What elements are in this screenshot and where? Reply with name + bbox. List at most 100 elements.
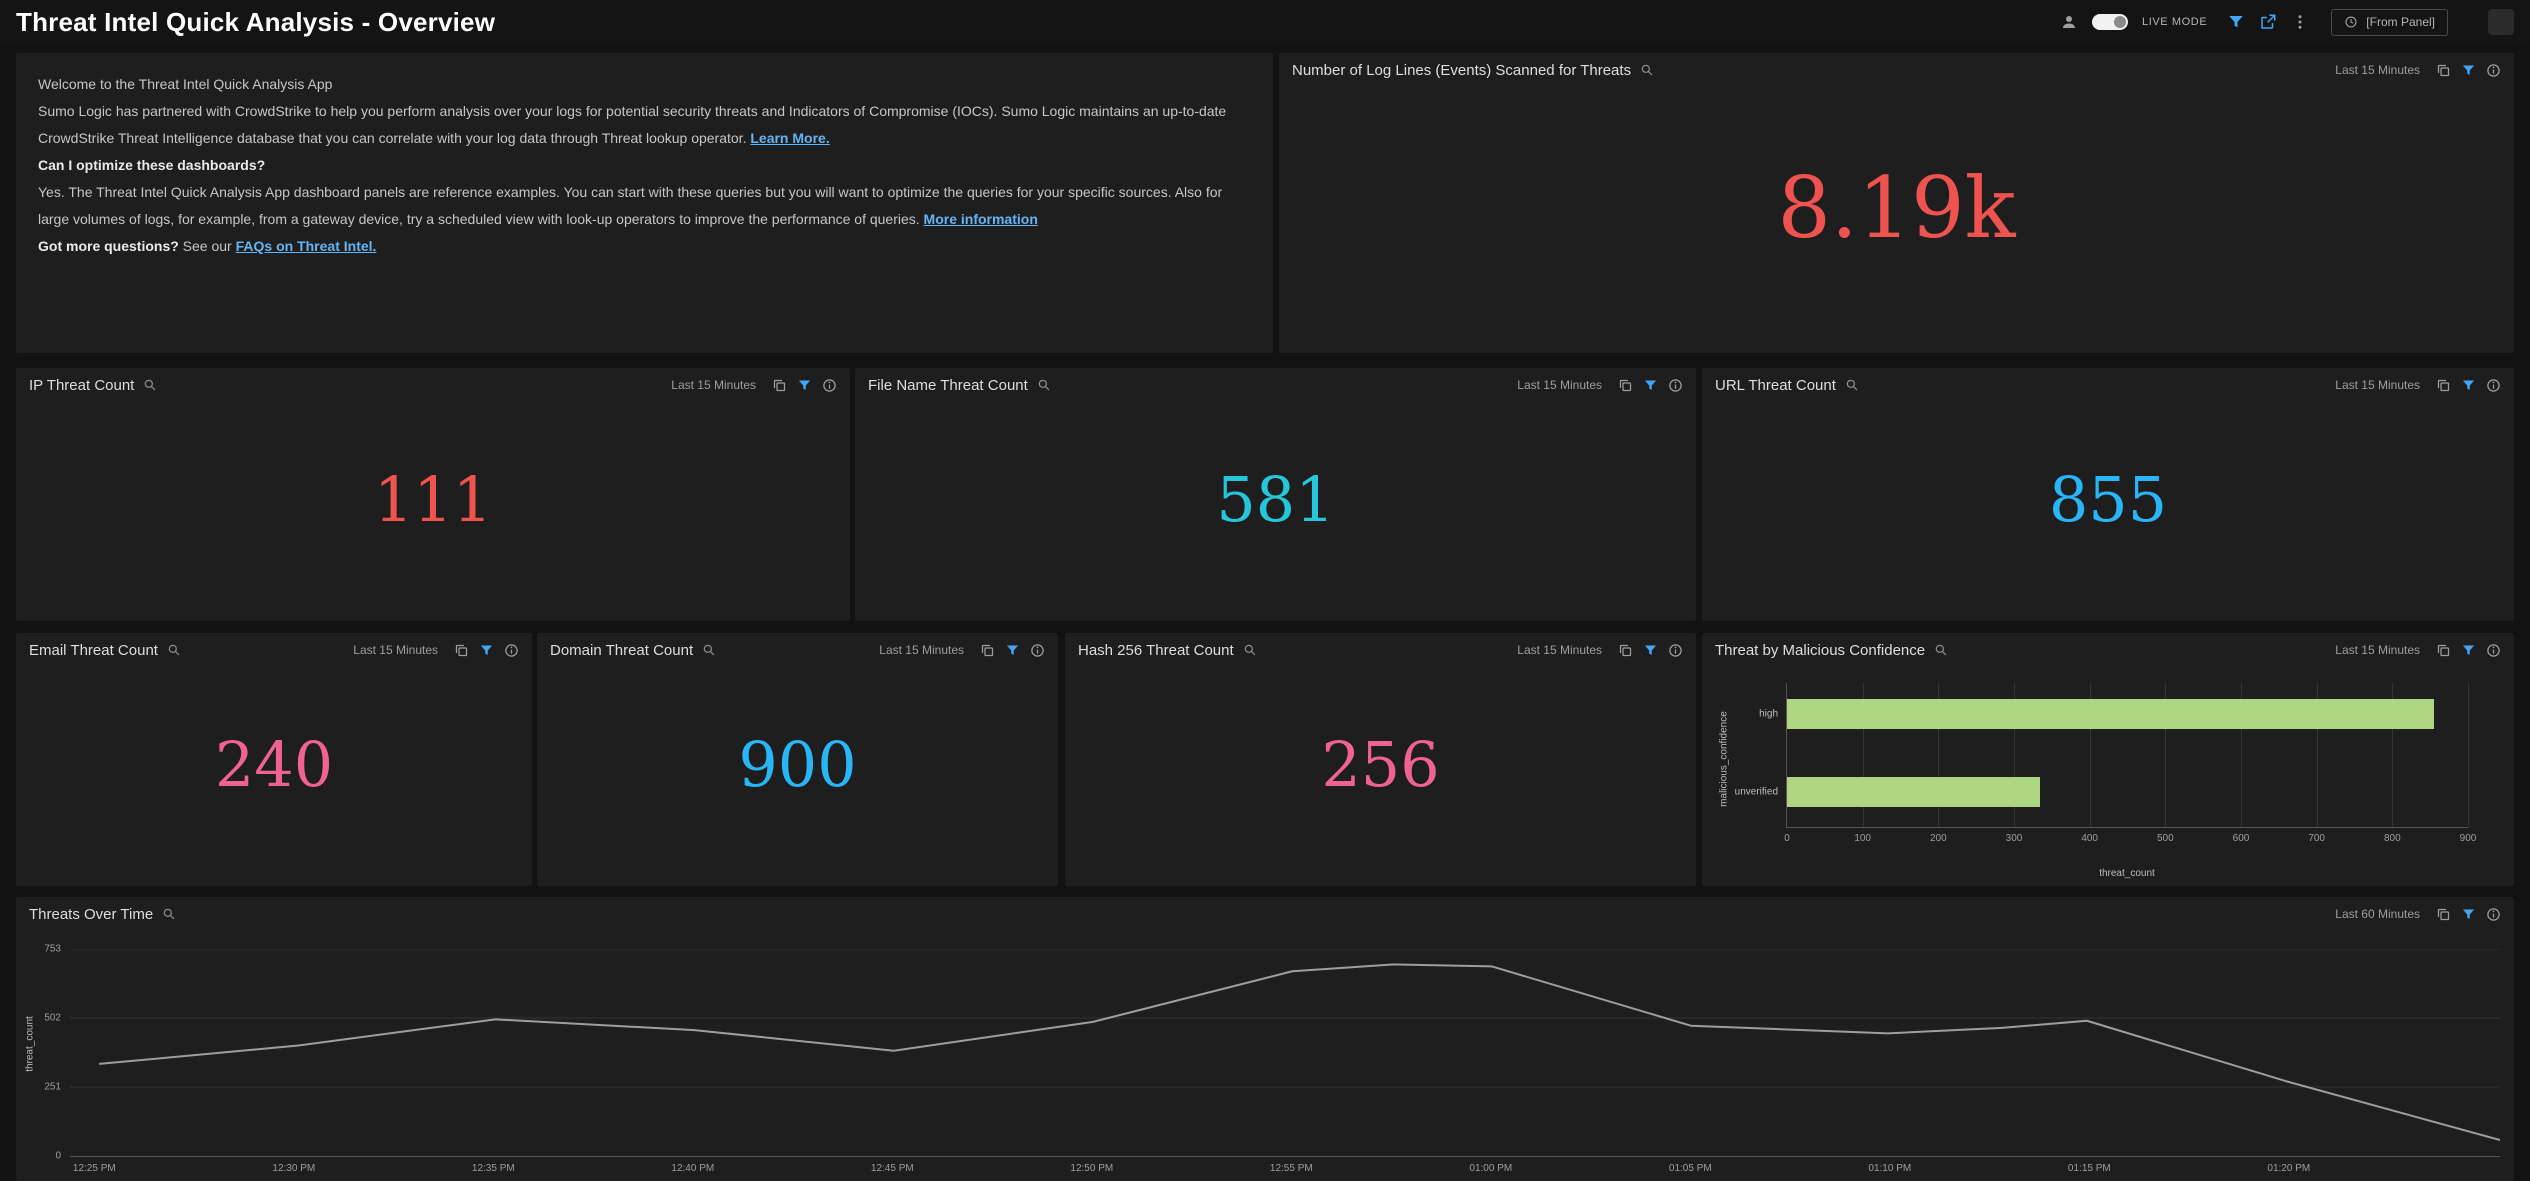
panel-filter-icon[interactable]	[479, 643, 494, 658]
line-chart-y-tick-label: 753	[44, 943, 61, 955]
magnifier-icon[interactable]	[1934, 643, 1948, 657]
panel-log-lines-scanned: Number of Log Lines (Events) Scanned for…	[1279, 53, 2514, 353]
line-chart-x-tick-label: 01:10 PM	[1868, 1163, 1912, 1174]
copy-icon[interactable]	[2436, 643, 2451, 658]
panel-filter-icon[interactable]	[2461, 63, 2476, 78]
magnifier-icon[interactable]	[702, 643, 716, 657]
welcome-paragraph-1: Sumo Logic has partnered with CrowdStrik…	[38, 98, 1251, 152]
line-chart-x-tick-label: 12:40 PM	[671, 1163, 715, 1174]
panel-title: Number of Log Lines (Events) Scanned for…	[1292, 61, 1632, 79]
panel-header: IP Threat Count Last 15 Minutes	[16, 368, 850, 402]
panel-domain-threat-count: Domain Threat Count Last 15 Minutes 900	[537, 633, 1058, 886]
panel-filter-icon[interactable]	[1005, 643, 1020, 658]
info-icon[interactable]	[2486, 63, 2501, 78]
toggle-knob	[2113, 16, 2126, 28]
info-icon[interactable]	[2486, 643, 2501, 658]
bar-chart-y-axis-label: malicious_confidence	[1718, 711, 1730, 807]
panel-body: 855	[1702, 402, 2514, 621]
magnifier-icon[interactable]	[1845, 378, 1859, 392]
panel-filter-icon[interactable]	[2461, 907, 2476, 922]
bar-chart-gridline	[2014, 683, 2015, 827]
header-side-button[interactable]	[2488, 9, 2514, 35]
learn-more-link[interactable]: Learn More.	[750, 130, 830, 146]
line-chart-x-tick-label: 12:25 PM	[72, 1163, 116, 1174]
line-chart-y-axis-label: threat_count	[24, 1015, 36, 1072]
magnifier-icon[interactable]	[1037, 378, 1051, 392]
bar-chart-x-tick-label: 100	[1854, 833, 1871, 844]
panel-filter-icon[interactable]	[2461, 378, 2476, 393]
bar-chart-category-label: high	[1759, 708, 1778, 720]
copy-icon[interactable]	[2436, 907, 2451, 922]
copy-icon[interactable]	[1618, 643, 1633, 658]
kebab-menu-icon[interactable]	[2291, 13, 2309, 31]
magnifier-icon[interactable]	[167, 643, 181, 657]
bar-chart-gridline	[2165, 683, 2167, 827]
panel-filter-icon[interactable]	[1643, 643, 1658, 658]
time-range-label: Last 15 Minutes	[879, 643, 964, 657]
faqs-link[interactable]: FAQs on Threat Intel.	[235, 238, 377, 254]
welcome-question-2: Got more questions? See our FAQs on Thre…	[38, 233, 1251, 260]
info-icon[interactable]	[504, 643, 519, 658]
copy-icon[interactable]	[454, 643, 469, 658]
welcome-content: Welcome to the Threat Intel Quick Analys…	[16, 53, 1273, 278]
line-chart-x-tick-label: 12:55 PM	[1269, 1163, 1313, 1174]
bar-chart-gridline	[2089, 683, 2091, 827]
welcome-title: Welcome to the Threat Intel Quick Analys…	[38, 76, 333, 92]
bar-chart-plot: 0 100 200 300 400 500 600 700 800 900 high unverifi…	[1735, 683, 2476, 844]
more-information-link[interactable]: More information	[923, 211, 1038, 227]
copy-icon[interactable]	[2436, 378, 2451, 393]
line-chart-body: threat_count 0 251 502 753 12:25 PM 12:30 PM 1…	[16, 931, 2514, 1181]
welcome-question-1: Can I optimize these dashboards?	[38, 152, 1251, 179]
bar-chart-x-tick-label: 0	[1784, 833, 1790, 844]
counter-value: 900	[738, 727, 857, 801]
line-chart-x-tick-label: 12:50 PM	[1070, 1163, 1114, 1174]
line-chart-x-tick-label: 01:00 PM	[1469, 1163, 1513, 1174]
info-icon[interactable]	[1668, 378, 1683, 393]
magnifier-icon[interactable]	[143, 378, 157, 392]
info-icon[interactable]	[1668, 643, 1683, 658]
bar-chart-gridline	[2392, 683, 2394, 827]
live-mode-label: LIVE MODE	[2141, 16, 2208, 28]
panel-filter-icon[interactable]	[2461, 643, 2476, 658]
magnifier-icon[interactable]	[162, 907, 176, 921]
info-icon[interactable]	[2486, 378, 2501, 393]
welcome-paragraph-2-text: Yes. The Threat Intel Quick Analysis App…	[38, 184, 1223, 227]
panel-hash-256-threat-count: Hash 256 Threat Count Last 15 Minutes 25…	[1065, 633, 1696, 886]
user-icon[interactable]	[2060, 13, 2078, 31]
panel-title: Domain Threat Count	[550, 641, 694, 659]
share-icon[interactable]	[2259, 13, 2277, 31]
magnifier-icon[interactable]	[1243, 643, 1257, 657]
panel-filter-icon[interactable]	[1643, 378, 1658, 393]
panel-body: 581	[855, 402, 1696, 621]
panel-threats-over-time: Threats Over Time Last 60 Minutes threat…	[16, 897, 2514, 1181]
welcome-paragraph-1-text: Sumo Logic has partnered with CrowdStrik…	[38, 103, 1227, 146]
filter-icon[interactable]	[2227, 13, 2245, 31]
info-icon[interactable]	[1030, 643, 1045, 658]
panel-email-threat-count: Email Threat Count Last 15 Minutes 240	[16, 633, 532, 886]
bar-chart-x-tick-label: 200	[1929, 833, 1947, 844]
bar-chart-gridline	[2468, 683, 2469, 827]
panel-header: File Name Threat Count Last 15 Minutes	[855, 368, 1696, 402]
time-range-label: Last 60 Minutes	[2335, 907, 2420, 921]
copy-icon[interactable]	[2436, 63, 2451, 78]
panel-filter-icon[interactable]	[797, 378, 812, 393]
info-icon[interactable]	[2486, 907, 2501, 922]
counter-value: 111	[373, 462, 493, 536]
live-mode-toggle[interactable]	[2091, 14, 2128, 30]
magnifier-icon[interactable]	[1640, 63, 1654, 77]
time-range-dropdown[interactable]: [From Panel]	[2331, 8, 2448, 36]
info-icon[interactable]	[822, 378, 837, 393]
panel-title: Hash 256 Threat Count	[1078, 641, 1234, 659]
bar-unverified[interactable]	[1787, 777, 2041, 807]
panel-header: Domain Threat Count Last 15 Minutes	[537, 633, 1058, 667]
topbar: Threat Intel Quick Analysis - Overview L…	[0, 0, 2530, 44]
bar-high[interactable]	[1787, 699, 2434, 729]
copy-icon[interactable]	[772, 378, 787, 393]
panel-body: 240	[16, 667, 532, 886]
bar-chart-x-tick-label: 800	[2383, 833, 2401, 844]
copy-icon[interactable]	[1618, 378, 1633, 393]
copy-icon[interactable]	[980, 643, 995, 658]
panel-header: Email Threat Count Last 15 Minutes	[16, 633, 532, 667]
panel-header: Number of Log Lines (Events) Scanned for…	[1279, 53, 2514, 87]
